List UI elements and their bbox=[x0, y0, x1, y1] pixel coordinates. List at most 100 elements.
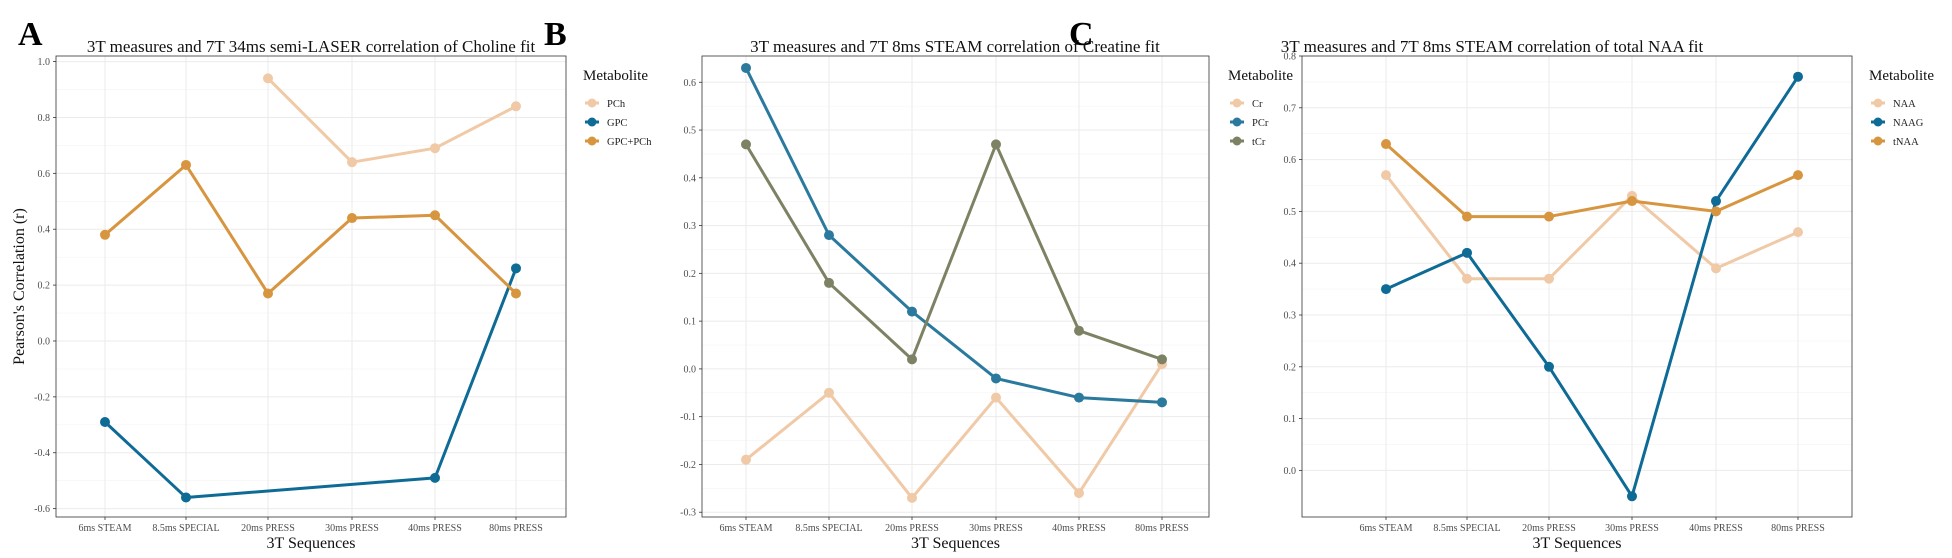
x-tick-label: 30ms PRESS bbox=[1605, 523, 1659, 534]
y-tick-label: -0.6 bbox=[34, 504, 50, 515]
data-point bbox=[430, 143, 440, 154]
series-gpc bbox=[100, 263, 521, 503]
y-axis-label: Pearson's Correlation (r) bbox=[11, 208, 28, 365]
data-point bbox=[1074, 392, 1084, 403]
data-point bbox=[907, 306, 917, 317]
data-point bbox=[907, 354, 917, 365]
y-tick-label: 0.4 bbox=[1284, 259, 1297, 270]
plot-frame bbox=[701, 55, 1210, 518]
data-point bbox=[100, 229, 110, 240]
series-tcr bbox=[741, 139, 1167, 365]
x-tick-label: 6ms STEAM bbox=[78, 523, 131, 534]
series-line bbox=[744, 142, 1164, 361]
x-tick-label: 80ms PRESS bbox=[489, 523, 543, 534]
legend-key-point bbox=[587, 117, 597, 127]
chart-title: 3T measures and 7T 8ms STEAM correlation… bbox=[1281, 37, 1704, 56]
legend: Metabolite NAA NAAG tNAA bbox=[1869, 68, 1934, 148]
y-tick-label: 0.4 bbox=[684, 173, 697, 184]
y-tick-label: 0.2 bbox=[38, 281, 51, 292]
x-tick-label: 80ms PRESS bbox=[1135, 523, 1189, 534]
x-tick-label: 8.5ms SPECIAL bbox=[1433, 523, 1500, 534]
series-pcr bbox=[741, 62, 1167, 408]
plot-frame bbox=[55, 55, 567, 518]
data-point bbox=[263, 73, 273, 84]
x-tick-label: 80ms PRESS bbox=[1771, 523, 1825, 534]
series-line bbox=[744, 66, 1164, 404]
series-naa bbox=[1381, 170, 1803, 284]
y-tick-label: 0.4 bbox=[38, 225, 51, 236]
legend-title: Metabolite bbox=[1228, 68, 1293, 84]
panels: -0.6 -0.4 -0.2 0.0 0.2 0.4 0.6 0.8 1.0 6ms STEAM 8… bbox=[11, 37, 1934, 552]
legend-label: tNAA bbox=[1893, 137, 1919, 148]
legend-key-point bbox=[1873, 117, 1883, 127]
y-tick-label: 0.3 bbox=[684, 221, 697, 232]
legend-label: GPC bbox=[607, 118, 627, 129]
y-tick-label: 0.7 bbox=[1284, 103, 1297, 114]
panel-c: 0.0 0.1 0.2 0.3 0.4 0.5 0.6 0.7 0.8 6ms STEAM 8.5m… bbox=[1281, 37, 1935, 552]
data-point bbox=[824, 230, 834, 241]
panel-b: -0.3 -0.2 -0.1 0.0 0.1 0.2 0.3 0.4 0.5 0.6 6ms STE… bbox=[680, 37, 1293, 552]
data-point bbox=[741, 62, 751, 73]
y-tick-label: 1.0 bbox=[38, 57, 51, 68]
legend-key-point bbox=[1232, 136, 1242, 146]
y-tick-label: 0.3 bbox=[1284, 310, 1297, 321]
data-point bbox=[1793, 227, 1803, 238]
data-point bbox=[511, 263, 521, 274]
x-tick-label: 40ms PRESS bbox=[408, 523, 462, 534]
data-point bbox=[907, 492, 917, 503]
panel-letter-b: B bbox=[544, 16, 567, 53]
legend-label: NAAG bbox=[1893, 118, 1924, 129]
y-tick-label: 0.0 bbox=[1284, 466, 1297, 477]
legend-label: PCh bbox=[607, 99, 626, 110]
series-line bbox=[103, 163, 518, 295]
legend-key-point bbox=[1232, 98, 1242, 108]
data-point bbox=[1381, 139, 1391, 150]
x-tick-label: 20ms PRESS bbox=[241, 523, 295, 534]
legend-title: Metabolite bbox=[1869, 68, 1934, 84]
x-axis-label: 3T Sequences bbox=[1532, 535, 1621, 552]
x-tick-label: 30ms PRESS bbox=[969, 523, 1023, 534]
y-tick-label: 0.0 bbox=[38, 336, 51, 347]
x-tick-label: 8.5ms SPECIAL bbox=[795, 523, 862, 534]
data-point bbox=[1793, 71, 1803, 82]
data-point bbox=[824, 277, 834, 288]
data-point bbox=[1793, 170, 1803, 181]
x-tick-label: 20ms PRESS bbox=[885, 523, 939, 534]
y-tick-label: -0.3 bbox=[680, 508, 696, 519]
data-point bbox=[430, 472, 440, 483]
legend-title: Metabolite bbox=[583, 68, 648, 84]
x-axis-label: 3T Sequences bbox=[266, 535, 355, 552]
x-axis-label: 3T Sequences bbox=[911, 535, 1000, 552]
series-naag bbox=[1381, 71, 1803, 502]
x-tick-label: 20ms PRESS bbox=[1522, 523, 1576, 534]
legend: Metabolite Cr PCr tCr bbox=[1228, 68, 1293, 148]
data-point bbox=[1627, 196, 1637, 207]
y-tick-label: 0.0 bbox=[684, 364, 697, 375]
data-point bbox=[741, 454, 751, 465]
series-line bbox=[266, 76, 518, 164]
data-point bbox=[1462, 211, 1472, 222]
legend-key-point bbox=[1232, 117, 1242, 127]
data-point bbox=[511, 288, 521, 299]
data-point bbox=[1711, 196, 1721, 207]
data-point bbox=[181, 492, 191, 503]
chart-title: 3T measures and 7T 34ms semi-LASER corre… bbox=[87, 37, 536, 56]
series-line bbox=[1384, 173, 1800, 281]
series-line bbox=[103, 266, 518, 499]
y-tick-label: 0.2 bbox=[1284, 362, 1297, 373]
y-tick-label: -0.2 bbox=[680, 460, 696, 471]
y-tick-label: 0.5 bbox=[684, 126, 697, 137]
y-tick-label: -0.4 bbox=[34, 448, 50, 459]
data-point bbox=[1462, 273, 1472, 284]
data-point bbox=[991, 373, 1001, 384]
data-point bbox=[1462, 247, 1472, 258]
legend-key-point bbox=[587, 136, 597, 146]
data-point bbox=[1544, 361, 1554, 372]
data-point bbox=[263, 288, 273, 299]
series-tnaa bbox=[1381, 139, 1803, 222]
data-point bbox=[991, 139, 1001, 150]
y-tick-label: 0.8 bbox=[38, 113, 51, 124]
data-point bbox=[1627, 491, 1637, 502]
data-point bbox=[511, 101, 521, 112]
